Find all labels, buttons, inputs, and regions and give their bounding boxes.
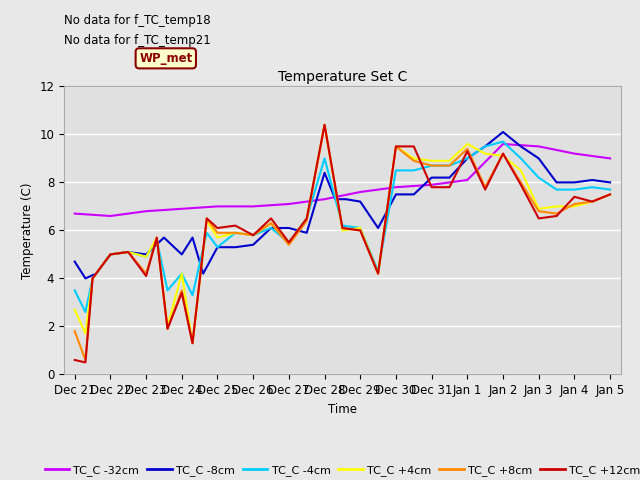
Y-axis label: Temperature (C): Temperature (C) <box>20 182 34 279</box>
X-axis label: Time: Time <box>328 403 357 416</box>
Title: Temperature Set C: Temperature Set C <box>278 70 407 84</box>
Legend: TC_C -32cm, TC_C -8cm, TC_C -4cm, TC_C +4cm, TC_C +8cm, TC_C +12cm: TC_C -32cm, TC_C -8cm, TC_C -4cm, TC_C +… <box>40 461 640 480</box>
Text: No data for f_TC_temp21: No data for f_TC_temp21 <box>64 34 211 47</box>
Text: No data for f_TC_temp18: No data for f_TC_temp18 <box>64 14 211 27</box>
Text: WP_met: WP_met <box>139 52 193 65</box>
